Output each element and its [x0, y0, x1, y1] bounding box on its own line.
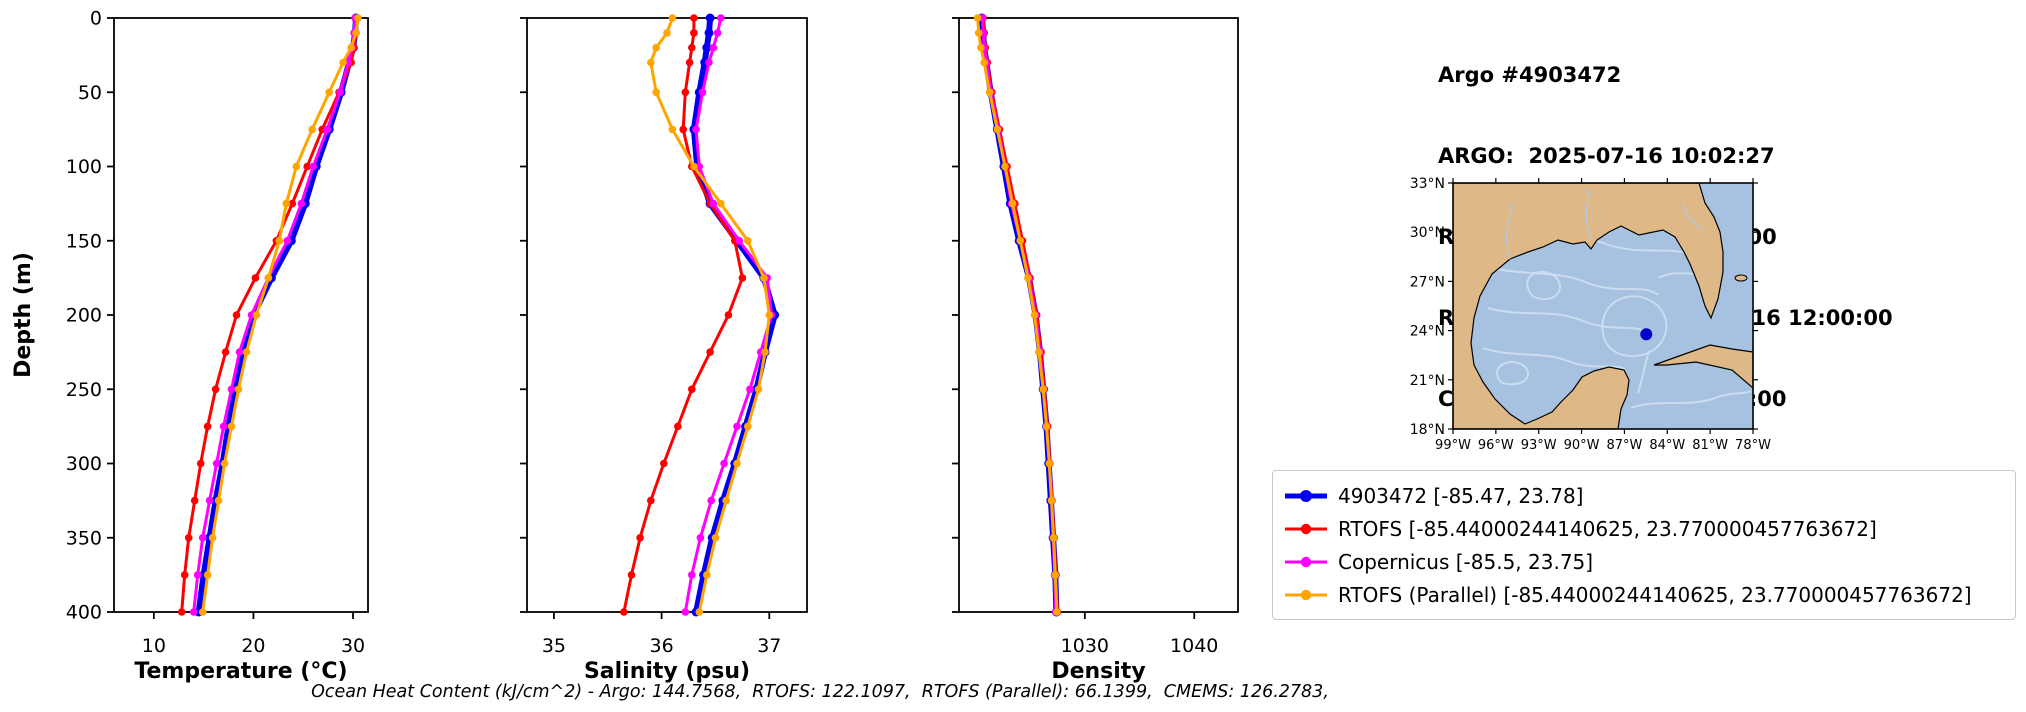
svg-text:33°N: 33°N — [1410, 176, 1445, 192]
depth-tick-label: 200 — [66, 305, 102, 327]
legend-swatch — [1285, 589, 1327, 600]
depth-tick-label: 250 — [66, 379, 102, 401]
plot-density: 1030 1040 Density — [952, 13, 1239, 684]
depth-tick-label: 150 — [66, 230, 102, 252]
svg-text:93°W: 93°W — [1521, 438, 1557, 453]
map-frame — [1452, 182, 1754, 430]
map-land — [1453, 183, 1753, 429]
depth-tick-label: 300 — [66, 453, 102, 475]
salinity-xtick-label: 35 — [542, 635, 566, 657]
temperature-plot-frame — [113, 17, 369, 613]
temperature-xtick-label: 20 — [241, 635, 265, 657]
plot-temperature: 10 20 30050100150200250300350400Temperatur… — [66, 8, 369, 684]
ohc-footer: Ocean Heat Content (kJ/cm^2) - Argo: 144… — [311, 682, 1329, 702]
svg-text:27°N: 27°N — [1410, 274, 1445, 290]
temperature-xtick-label: 10 — [142, 635, 166, 657]
svg-text:96°W: 96°W — [1478, 438, 1514, 453]
plot-salinity: 35 36 37 Salinity (psu) — [520, 13, 808, 684]
svg-text:90°W: 90°W — [1564, 438, 1600, 453]
map-lat-labels: 33°N 30°N 27°N 24°N 21°N 18°N — [1410, 176, 1758, 438]
profile-plots-svg: 10 20 30050100150200250300350400Temperatur… — [11, 8, 1239, 684]
legend-swatch — [1285, 489, 1327, 502]
temperature-axis-title: Temperature (°C) — [134, 659, 347, 684]
location-map: 33°N 30°N 27°N 24°N 21°N 18°N99°W 96°W 93°W 90°W… — [1410, 176, 1771, 453]
svg-text:78°W: 78°W — [1735, 438, 1771, 453]
figure-title: Argo #4903472 — [1438, 63, 1622, 87]
map-canvas — [1453, 183, 1753, 429]
svg-text:87°W: 87°W — [1606, 438, 1642, 453]
svg-text:99°W: 99°W — [1435, 438, 1471, 453]
rtofs-parallel-series — [647, 14, 774, 616]
depth-tick-label: 0 — [90, 8, 102, 30]
svg-text:30°N: 30°N — [1410, 225, 1445, 241]
float-position-marker — [1640, 328, 1653, 341]
legend-entry-copernicus: Copernicus [-85.5, 23.75] — [1283, 545, 2005, 578]
legend-entry-4903472: 4903472 [-85.47, 23.78] — [1283, 479, 2005, 512]
svg-text:21°N: 21°N — [1410, 373, 1445, 389]
rtofs-series — [620, 14, 747, 616]
salinity-plot-frame — [526, 17, 808, 613]
legend-entry-rtofs: RTOFS [-85.44000244140625, 23.7700004577… — [1283, 512, 2005, 545]
legend-box: 4903472 [-85.47, 23.78] RTOFS [-85.440002… — [1272, 470, 2016, 620]
legend-label: Copernicus [-85.5, 23.75] — [1338, 549, 1594, 574]
rtofs-parallel-series — [198, 14, 362, 616]
legend-entry-rtofs-parallel: RTOFS (Parallel) [-85.44000244140625, 23… — [1283, 578, 2005, 611]
depth-tick-label: 50 — [78, 82, 102, 104]
header-line-argo: ARGO: 2025-07-16 10:02:27 — [1438, 144, 1775, 168]
svg-text:18°N: 18°N — [1410, 422, 1445, 438]
legend-label: RTOFS [-85.44000244140625, 23.7700004577… — [1338, 516, 1877, 541]
density-axis-title: Density — [1051, 659, 1145, 684]
density-xtick-label: 1030 — [1061, 635, 1109, 657]
svg-text:24°N: 24°N — [1410, 324, 1445, 340]
depth-axis-label: Depth (m) — [11, 252, 36, 378]
map-lon-labels: 99°W 96°W 93°W 90°W 87°W 84°W 81°W 78°W — [1435, 178, 1771, 453]
legend-swatch — [1285, 556, 1327, 567]
depth-tick-label: 100 — [66, 156, 102, 178]
svg-text:84°W: 84°W — [1649, 438, 1685, 453]
temperature-xtick-label: 30 — [341, 635, 365, 657]
depth-tick-label: 350 — [66, 527, 102, 549]
density-xtick-label: 1040 — [1170, 635, 1218, 657]
rtofs-parallel-series — [973, 14, 1061, 616]
legend-swatch — [1285, 523, 1327, 534]
legend-label: RTOFS (Parallel) [-85.44000244140625, 23… — [1338, 582, 1972, 607]
salinity-xtick-label: 37 — [757, 635, 781, 657]
density-plot-frame — [958, 17, 1239, 613]
svg-text:81°W: 81°W — [1692, 438, 1728, 453]
salinity-axis-title: Salinity (psu) — [584, 659, 750, 684]
salinity-xtick-label: 36 — [650, 635, 674, 657]
depth-tick-label: 400 — [66, 602, 102, 624]
legend-label: 4903472 [-85.47, 23.78] — [1338, 483, 1584, 508]
